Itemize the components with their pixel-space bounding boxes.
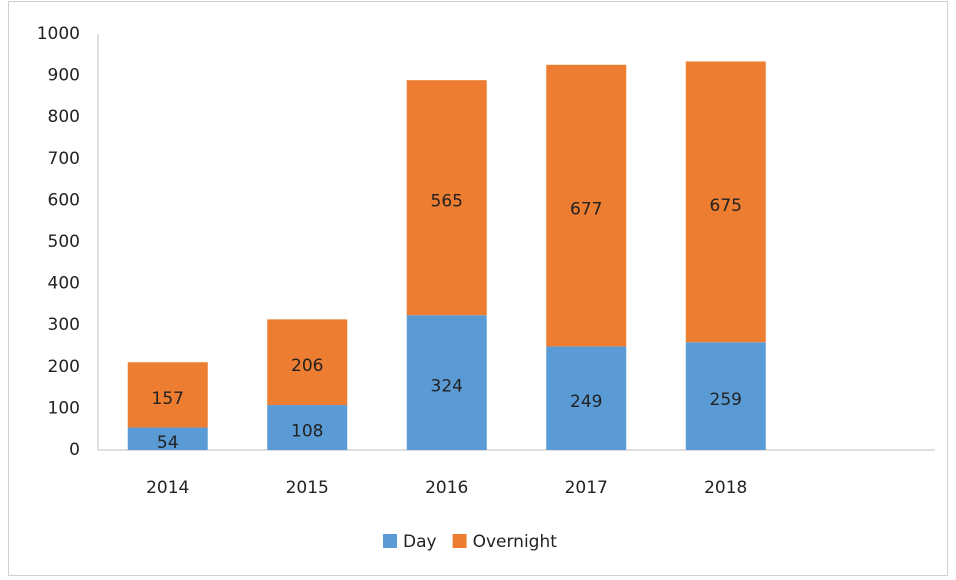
bar-segment bbox=[267, 405, 348, 450]
legend-swatch bbox=[383, 534, 397, 548]
y-tick-label: 300 bbox=[48, 315, 80, 335]
legend-label: Overnight bbox=[473, 532, 558, 552]
data-label: 108 bbox=[291, 422, 323, 442]
bar-segment bbox=[546, 346, 627, 450]
y-tick-label: 400 bbox=[48, 274, 80, 294]
bar-segment bbox=[406, 80, 487, 316]
bar-segment bbox=[546, 64, 627, 347]
data-label: 677 bbox=[570, 200, 602, 220]
y-tick-label: 700 bbox=[48, 149, 80, 169]
y-tick-label: 900 bbox=[48, 66, 80, 86]
x-tick-label: 2016 bbox=[425, 478, 468, 498]
bar-segment bbox=[267, 319, 348, 406]
bar-segment bbox=[685, 61, 766, 343]
bar-segment bbox=[406, 315, 487, 450]
bar-segment bbox=[685, 342, 766, 450]
data-label: 157 bbox=[152, 389, 184, 409]
x-tick-label: 2015 bbox=[286, 478, 329, 498]
data-label: 675 bbox=[710, 196, 742, 216]
y-tick-label: 500 bbox=[48, 232, 80, 252]
data-label: 249 bbox=[570, 392, 602, 412]
bar-segment bbox=[127, 427, 208, 450]
data-label: 259 bbox=[710, 390, 742, 410]
legend-label: Day bbox=[403, 532, 437, 552]
x-tick-label: 2017 bbox=[565, 478, 608, 498]
y-tick-label: 1000 bbox=[37, 24, 80, 44]
x-tick-label: 2014 bbox=[146, 478, 189, 498]
data-label: 565 bbox=[431, 192, 463, 212]
data-label: 324 bbox=[431, 377, 463, 397]
y-tick-label: 800 bbox=[48, 107, 80, 127]
data-label: 54 bbox=[157, 433, 179, 453]
y-tick-label: 200 bbox=[48, 357, 80, 377]
y-tick-label: 600 bbox=[48, 190, 80, 210]
bar-segment bbox=[127, 362, 208, 428]
legend-swatch bbox=[452, 534, 467, 548]
data-label: 206 bbox=[291, 356, 323, 376]
y-tick-label: 100 bbox=[48, 398, 80, 418]
x-tick-label: 2018 bbox=[704, 478, 747, 498]
y-tick-label: 0 bbox=[69, 440, 80, 460]
